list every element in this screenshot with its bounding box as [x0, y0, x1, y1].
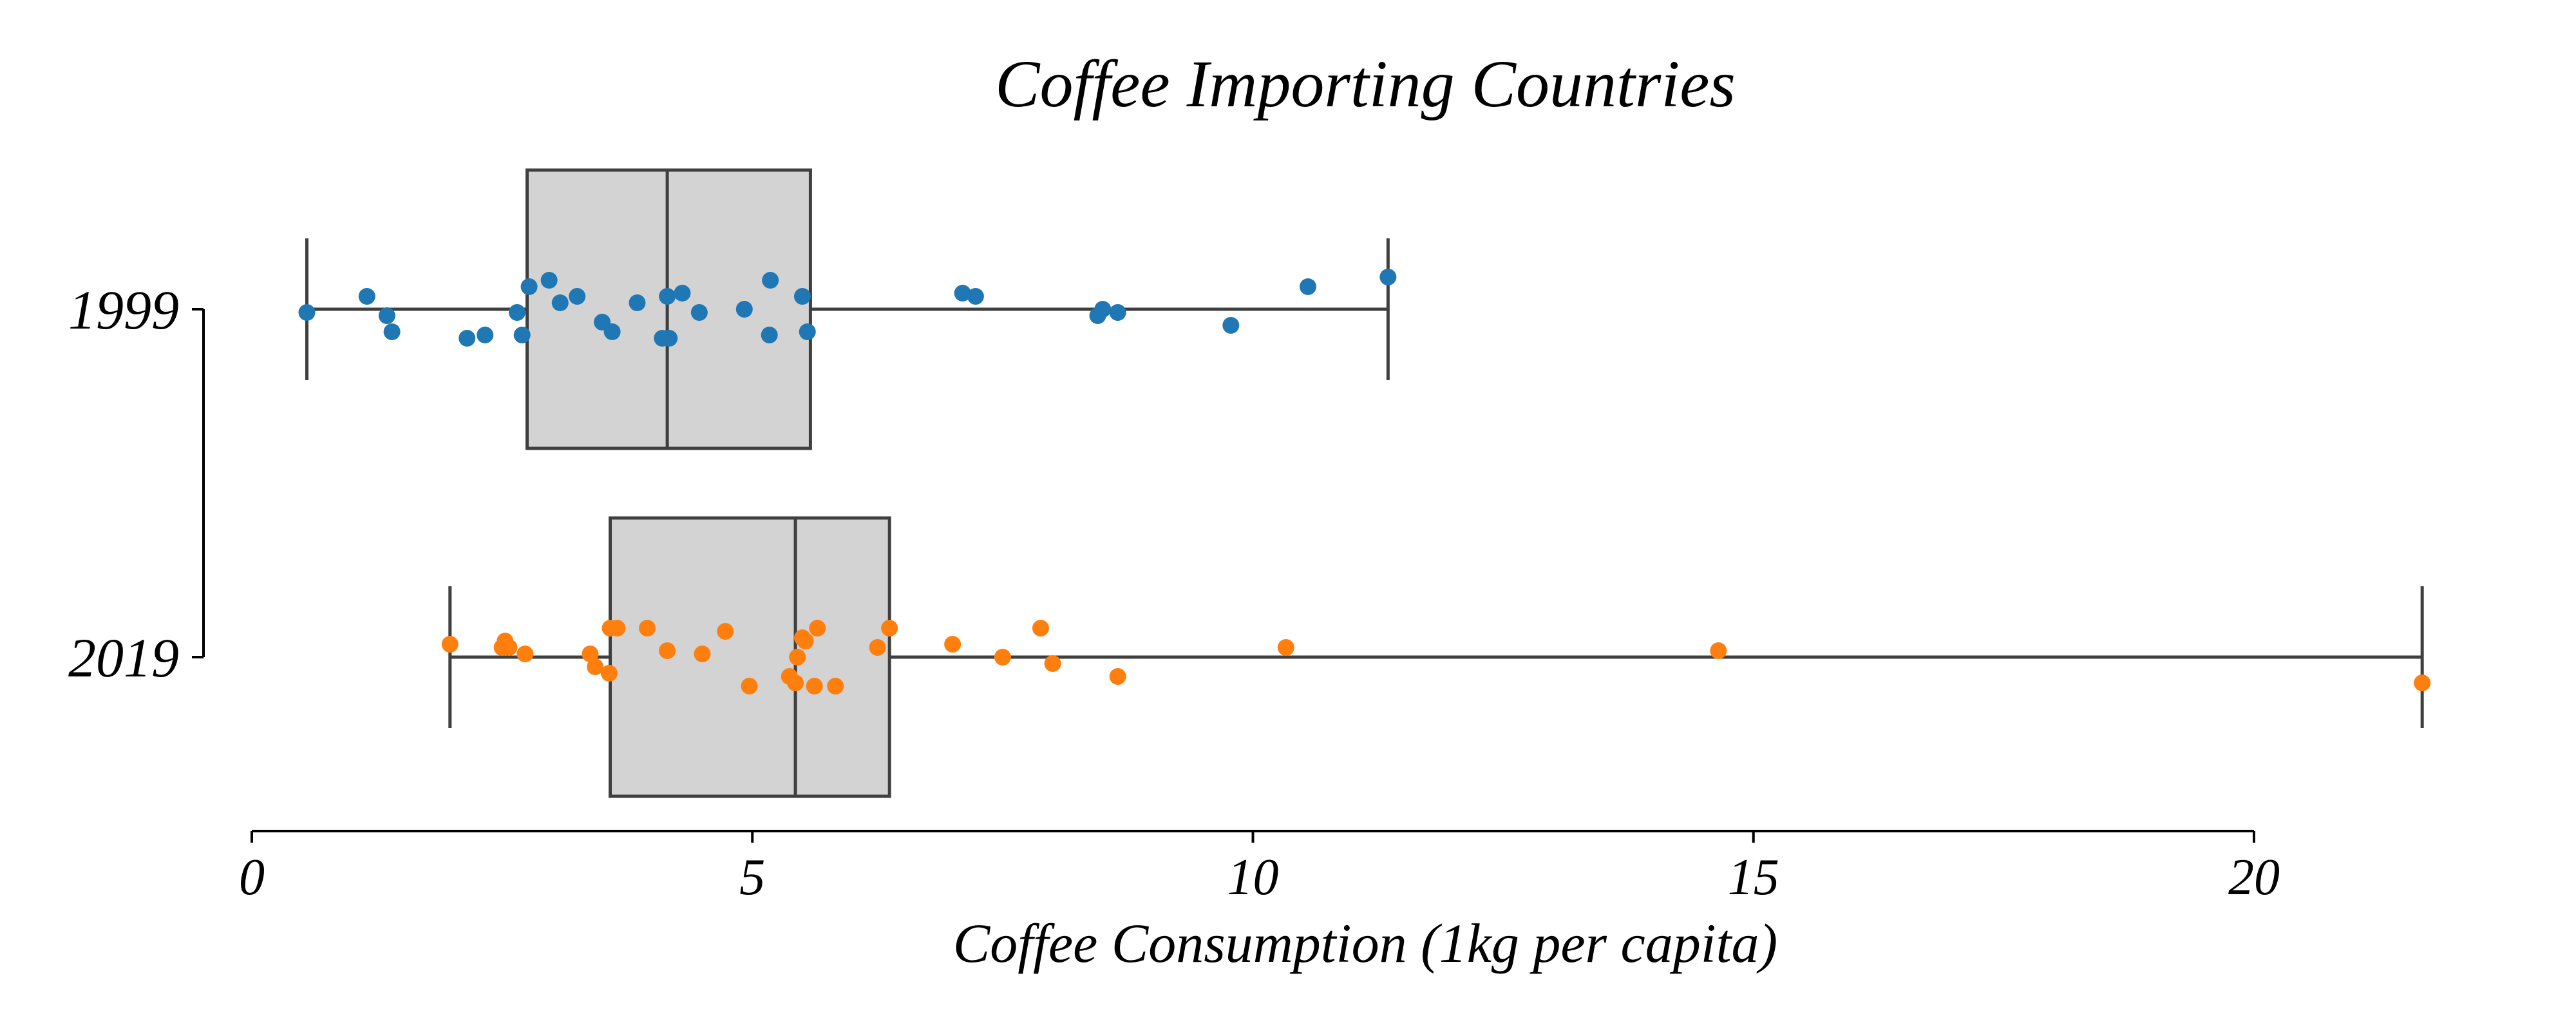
data-point-1999 [540, 272, 558, 289]
y-tick-label: 1999 [68, 279, 179, 341]
data-point-1999 [659, 288, 676, 305]
data-point-2019 [827, 678, 844, 694]
data-point-1999 [1094, 301, 1112, 318]
box-group [305, 168, 2424, 798]
x-tick-label: 20 [2228, 849, 2280, 906]
data-point-1999 [477, 327, 494, 343]
data-point-2019 [1044, 655, 1061, 672]
x-axis-ticks: 0 5 10 15 20 [239, 831, 2280, 906]
x-tick-label: 5 [739, 849, 765, 906]
data-point-2019 [659, 642, 676, 659]
data-point-1999 [735, 301, 753, 318]
data-point-2019 [609, 620, 626, 637]
data-point-2019 [741, 678, 758, 694]
data-point-1999 [1222, 317, 1240, 334]
data-point-1999 [569, 288, 586, 305]
data-point-1999 [1109, 304, 1126, 321]
data-point-2019 [441, 636, 459, 653]
data-point-2019 [797, 633, 814, 649]
data-point-2019 [1277, 639, 1294, 656]
data-point-1999 [603, 323, 621, 340]
data-point-1999 [508, 304, 526, 321]
data-point-2019 [2414, 675, 2431, 691]
box-2019 [609, 516, 891, 798]
x-tick-label: 10 [1227, 849, 1279, 906]
data-point-1999 [954, 285, 971, 302]
data-point-2019 [809, 620, 826, 637]
data-point-2019 [881, 620, 898, 637]
y-tick-label: 2019 [68, 627, 179, 689]
data-point-1999 [298, 304, 316, 321]
data-point-1999 [551, 294, 569, 311]
data-point-1999 [761, 327, 778, 343]
data-point-1999 [793, 288, 811, 305]
data-point-1999 [459, 330, 476, 347]
data-point-2019 [500, 639, 518, 656]
chart-title: Coffee Importing Countries [995, 47, 1736, 121]
data-point-2019 [789, 649, 806, 665]
data-point-1999 [513, 327, 531, 343]
data-point-1999 [762, 272, 779, 289]
data-point-2019 [1032, 620, 1049, 637]
data-point-2019 [694, 646, 711, 662]
data-point-2019 [516, 646, 534, 662]
data-point-2019 [806, 678, 823, 694]
x-tick-label: 15 [1728, 849, 1779, 906]
data-point-2019 [639, 620, 656, 637]
point-group [298, 269, 2431, 694]
data-point-2019 [994, 649, 1011, 665]
data-point-1999 [520, 278, 538, 295]
data-point-1999 [1299, 278, 1316, 295]
data-point-1999 [629, 294, 646, 311]
data-point-2019 [600, 665, 618, 682]
data-point-1999 [661, 330, 678, 347]
data-point-2019 [587, 658, 604, 675]
data-point-1999 [1379, 269, 1397, 285]
data-point-1999 [378, 307, 395, 324]
data-point-2019 [787, 675, 804, 691]
data-point-1999 [967, 288, 984, 305]
x-tick-label: 0 [239, 849, 265, 906]
data-point-1999 [799, 323, 816, 340]
data-point-1999 [383, 323, 401, 340]
data-point-1999 [674, 285, 691, 302]
x-axis-label: Coffee Consumption (1kg per capita) [953, 912, 1777, 974]
data-point-1999 [690, 304, 708, 321]
data-point-2019 [944, 636, 961, 653]
y-axis-ticks: 1999 2019 [68, 279, 204, 689]
data-point-2019 [1109, 668, 1126, 685]
data-point-2019 [717, 623, 734, 640]
data-point-2019 [582, 646, 599, 662]
data-point-2019 [869, 639, 886, 656]
data-point-2019 [1710, 642, 1727, 659]
data-point-1999 [358, 288, 375, 305]
